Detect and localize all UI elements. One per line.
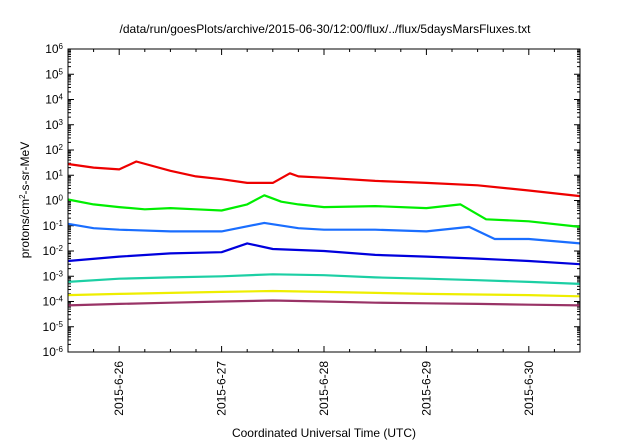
y-tick-label: 106	[45, 42, 63, 57]
y-tick-label: 10-6	[43, 345, 64, 360]
x-tick-label: 2015-6-26	[112, 361, 126, 416]
y-tick-label: 10-2	[43, 244, 64, 259]
y-tick-label-base: 10	[43, 219, 57, 233]
y-axis-title-sup: 2	[18, 194, 27, 199]
y-tick-label-exponent: 6	[59, 42, 64, 51]
y-tick-label-exponent: -5	[56, 319, 64, 328]
y-tick-label-exponent: -6	[56, 345, 64, 354]
y-axis-title-prefix: protons/cm	[18, 199, 32, 258]
y-tick-label-exponent: 3	[59, 117, 64, 126]
y-axis-title: protons/cm2-s-sr-MeV	[18, 142, 33, 258]
x-axis-ticks: 2015-6-26 2015-6-27 2015-6-28 2015-6-29 2015…	[93, 49, 555, 416]
x-tick-label: 2015-6-27	[215, 361, 229, 416]
y-tick-label: 10-3	[43, 269, 64, 284]
y-tick-label-exponent: -1	[56, 218, 64, 227]
series-line-5	[67, 273, 581, 285]
y-tick-label-base: 10	[45, 42, 59, 56]
y-tick-label: 10-1	[43, 218, 64, 233]
y-tick-label-base: 10	[43, 345, 57, 359]
y-tick-label-exponent: -4	[56, 294, 64, 303]
series-line-3	[67, 221, 581, 245]
y-tick-label-base: 10	[45, 93, 59, 107]
y-tick-label-base: 10	[45, 194, 59, 208]
y-tick-label-exponent: 0	[59, 193, 64, 202]
series-line-4	[67, 242, 581, 266]
y-tick-label: 102	[45, 143, 63, 158]
y-tick-label-base: 10	[43, 244, 57, 258]
y-tick-label-base: 10	[45, 143, 59, 157]
y-tick-label: 10-4	[43, 294, 64, 309]
plot-frame	[67, 48, 581, 353]
x-axis-title: Coordinated Universal Time (UTC)	[232, 426, 416, 440]
y-axis-title-suffix: -s-sr-MeV	[18, 142, 32, 195]
y-tick-label-base: 10	[45, 168, 59, 182]
y-tick-label-exponent: 2	[59, 143, 64, 152]
y-tick-label: 103	[45, 117, 63, 132]
y-tick-label-base: 10	[43, 295, 57, 309]
y-tick-label-exponent: -2	[56, 244, 64, 253]
y-tick-label: 105	[45, 67, 63, 82]
x-tick-label: 2015-6-29	[419, 361, 433, 416]
y-tick-label: 10-5	[43, 319, 64, 334]
y-tick-label-exponent: 1	[59, 168, 64, 177]
y-tick-label-exponent: 4	[59, 92, 64, 101]
y-tick-label-exponent: 5	[59, 67, 64, 76]
y-tick-label-base: 10	[45, 118, 59, 132]
y-tick-label: 100	[45, 193, 63, 208]
series-line-7	[67, 299, 581, 307]
series-line-2	[67, 194, 581, 228]
y-tick-label-exponent: -3	[56, 269, 64, 278]
chart-title: /data/run/goesPlots/archive/2015-06-30/1…	[120, 22, 532, 36]
series-group	[67, 160, 581, 307]
series-line-1	[67, 160, 581, 198]
y-tick-label: 104	[45, 92, 63, 107]
y-tick-label-base: 10	[45, 67, 59, 81]
series-line-6	[67, 289, 581, 298]
x-tick-label: 2015-6-30	[522, 361, 536, 416]
x-tick-label: 2015-6-28	[317, 361, 331, 416]
y-tick-label-base: 10	[43, 320, 57, 334]
y-tick-label-base: 10	[43, 269, 57, 283]
y-tick-label: 101	[45, 168, 63, 183]
